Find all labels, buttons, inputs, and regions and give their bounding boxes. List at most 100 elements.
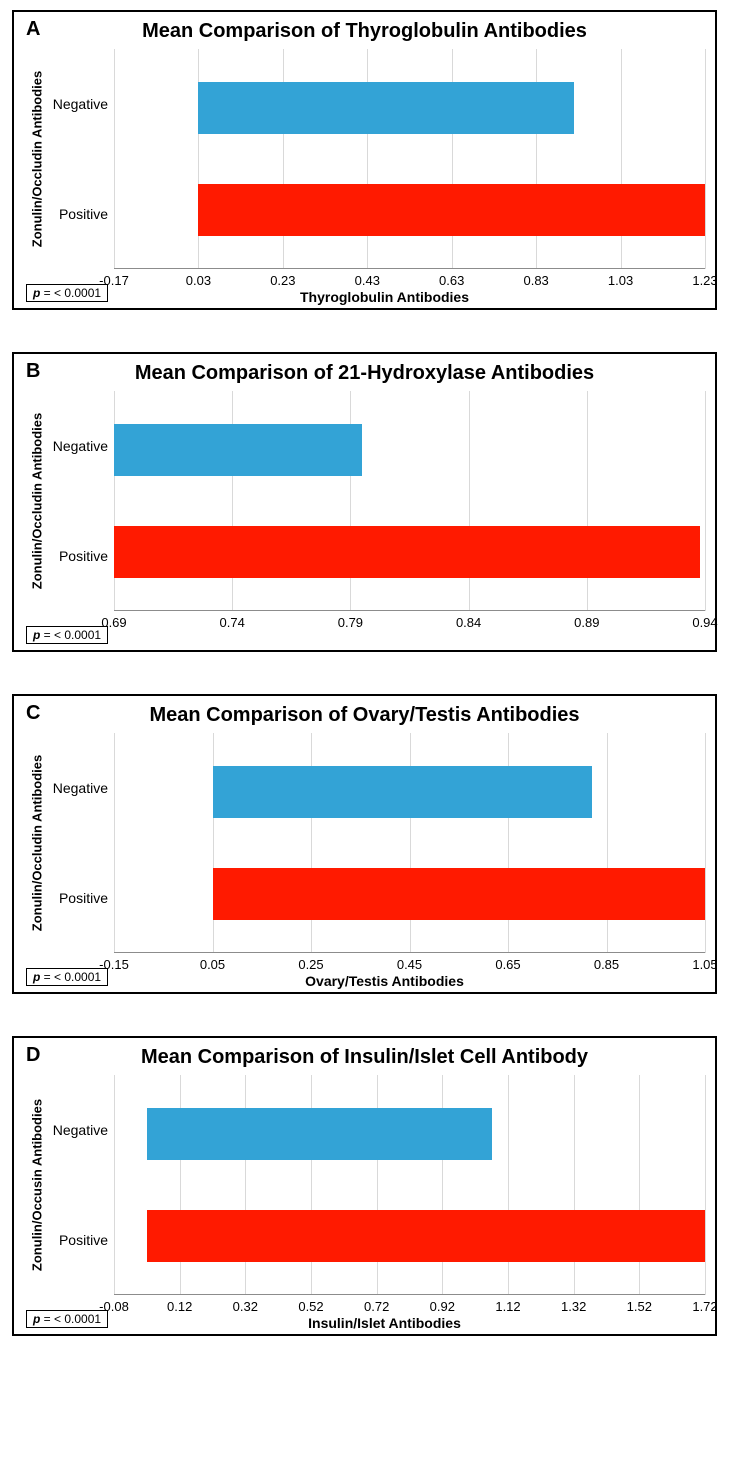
x-tick-row: -0.170.030.230.430.630.831.031.23	[24, 273, 705, 291]
y-tick-labels: NegativePositive	[50, 391, 114, 611]
p-value-text: = < 0.0001	[40, 1312, 101, 1326]
x-tick-label: 0.94	[692, 615, 717, 630]
y-tick-label: Positive	[59, 206, 108, 222]
y-axis-label-wrap: Zonulin/Occusin Antibodies	[24, 1075, 50, 1295]
chart-panel-b: BMean Comparison of 21-Hydroxylase Antib…	[12, 352, 717, 652]
x-tick-row: -0.150.050.250.450.650.851.05	[24, 957, 705, 975]
panel-title: Mean Comparison of Ovary/Testis Antibodi…	[24, 704, 705, 727]
y-tick-labels: Negative Positive	[50, 49, 114, 269]
panel-letter: C	[26, 702, 40, 725]
chart-panel-c: CMean Comparison of Ovary/Testis Antibod…	[12, 694, 717, 994]
y-tick-label: Negative	[53, 96, 108, 112]
x-tick-label: 0.23	[270, 273, 295, 288]
gridline	[639, 1075, 640, 1295]
x-tick-label: 0.12	[167, 1299, 192, 1314]
x-tick-label: 0.72	[364, 1299, 389, 1314]
gridline	[114, 1075, 115, 1295]
plot-area	[114, 733, 705, 953]
x-tick-label: 0.43	[355, 273, 380, 288]
gridline	[705, 391, 706, 611]
panel-gap	[12, 310, 717, 352]
x-tick-label: 0.25	[298, 957, 323, 972]
p-value-text: = < 0.0001	[40, 970, 101, 984]
y-axis-label-wrap: Zonulin/Occludin Antibodies	[24, 733, 50, 953]
x-tick-label: 1.23	[692, 273, 717, 288]
x-tick-label: 0.52	[298, 1299, 323, 1314]
p-value-box: p = < 0.0001p = < 0.0001	[26, 284, 108, 302]
x-tick-label: 0.79	[338, 615, 363, 630]
gridline	[114, 733, 115, 953]
gridline	[705, 1075, 706, 1295]
panel-title: Mean Comparison of Thyroglobulin Antibod…	[24, 20, 705, 43]
panel-letter: A	[26, 18, 40, 41]
y-tick-labels: Negative Positive	[50, 733, 114, 953]
figure-page: AMean Comparison of Thyroglobulin Antibo…	[0, 0, 729, 1356]
y-axis-label-wrap: Zonulin/Occludin Antibodies	[24, 49, 50, 269]
x-axis-line	[114, 952, 705, 953]
plot-area	[114, 49, 705, 269]
x-tick-label: 0.32	[233, 1299, 258, 1314]
panel-gap	[12, 652, 717, 694]
x-axis-label: Ovary/Testis Antibodies	[24, 973, 705, 989]
x-tick-area: -0.170.030.230.430.630.831.031.23	[114, 273, 705, 291]
panel-title: Mean Comparison of 21-Hydroxylase Antibo…	[24, 362, 705, 385]
panel-letter: B	[26, 360, 40, 383]
plot-area	[114, 1075, 705, 1295]
panel-letter: D	[26, 1044, 40, 1067]
gridline	[587, 391, 588, 611]
bar-positive	[213, 868, 706, 920]
x-tick-row: 0.690.740.790.840.890.94	[24, 615, 705, 633]
gridline	[705, 49, 706, 269]
bar-negative	[147, 1108, 492, 1160]
gridline	[114, 49, 115, 269]
x-tick-label: 0.74	[220, 615, 245, 630]
x-tick-label: 0.85	[594, 957, 619, 972]
chart-panel-a: AMean Comparison of Thyroglobulin Antibo…	[12, 10, 717, 310]
x-axis-line	[114, 1294, 705, 1295]
bar-negative	[198, 82, 574, 134]
x-tick-label: 1.52	[627, 1299, 652, 1314]
plot-row: Zonulin/Occludin Antibodies Negative Posit…	[24, 49, 705, 269]
y-tick-labels: NegativePositive	[50, 1075, 114, 1295]
chart-panel-d: DMean Comparison of Insulin/Islet Cell A…	[12, 1036, 717, 1336]
gridline	[574, 1075, 575, 1295]
gridline	[469, 391, 470, 611]
x-axis-line	[114, 610, 705, 611]
bar-positive	[198, 184, 705, 236]
x-tick-label: 0.65	[495, 957, 520, 972]
x-tick-label: 0.92	[430, 1299, 455, 1314]
y-axis-label: Zonulin/Occludin Antibodies	[30, 71, 45, 247]
x-tick-area: 0.690.740.790.840.890.94	[114, 615, 705, 633]
gridline	[508, 1075, 509, 1295]
x-tick-label: 0.03	[186, 273, 211, 288]
x-axis-line	[114, 268, 705, 269]
y-tick-label: Positive	[59, 890, 108, 906]
x-tick-label: 0.83	[523, 273, 548, 288]
plot-row: Zonulin/Occludin AntibodiesNegativePosit…	[24, 391, 705, 611]
bar-positive	[147, 1210, 705, 1262]
y-tick-label: Negative	[53, 438, 108, 454]
y-axis-label-wrap: Zonulin/Occludin Antibodies	[24, 391, 50, 611]
p-value-box: p = < 0.0001p = < 0.0001	[26, 1310, 108, 1328]
y-tick-label: Positive	[59, 1232, 108, 1248]
x-tick-label: 1.32	[561, 1299, 586, 1314]
panel-title: Mean Comparison of Insulin/Islet Cell An…	[24, 1046, 705, 1069]
x-tick-label: 1.03	[608, 273, 633, 288]
p-value-box: p = < 0.0001p = < 0.0001	[26, 968, 108, 986]
y-tick-label: Negative	[53, 780, 108, 796]
x-tick-label: 0.63	[439, 273, 464, 288]
p-value-box: p = < 0.0001p = < 0.0001	[26, 626, 108, 644]
plot-area	[114, 391, 705, 611]
plot-row: Zonulin/Occludin AntibodiesNegative Posit…	[24, 733, 705, 953]
bar-positive	[114, 526, 700, 578]
x-tick-area: -0.080.120.320.520.720.921.121.321.521.7…	[114, 1299, 705, 1317]
x-tick-label: 1.12	[495, 1299, 520, 1314]
x-tick-row: -0.080.120.320.520.720.921.121.321.521.7…	[24, 1299, 705, 1317]
gridline	[621, 49, 622, 269]
plot-row: Zonulin/Occusin Antibodies NegativePositi…	[24, 1075, 705, 1295]
x-tick-label: 1.05	[692, 957, 717, 972]
y-axis-label: Zonulin/Occusin Antibodies	[30, 1099, 45, 1271]
x-tick-label: 1.72	[692, 1299, 717, 1314]
bar-negative	[114, 424, 362, 476]
x-axis-label: Thyroglobulin Antibodies	[24, 289, 705, 305]
